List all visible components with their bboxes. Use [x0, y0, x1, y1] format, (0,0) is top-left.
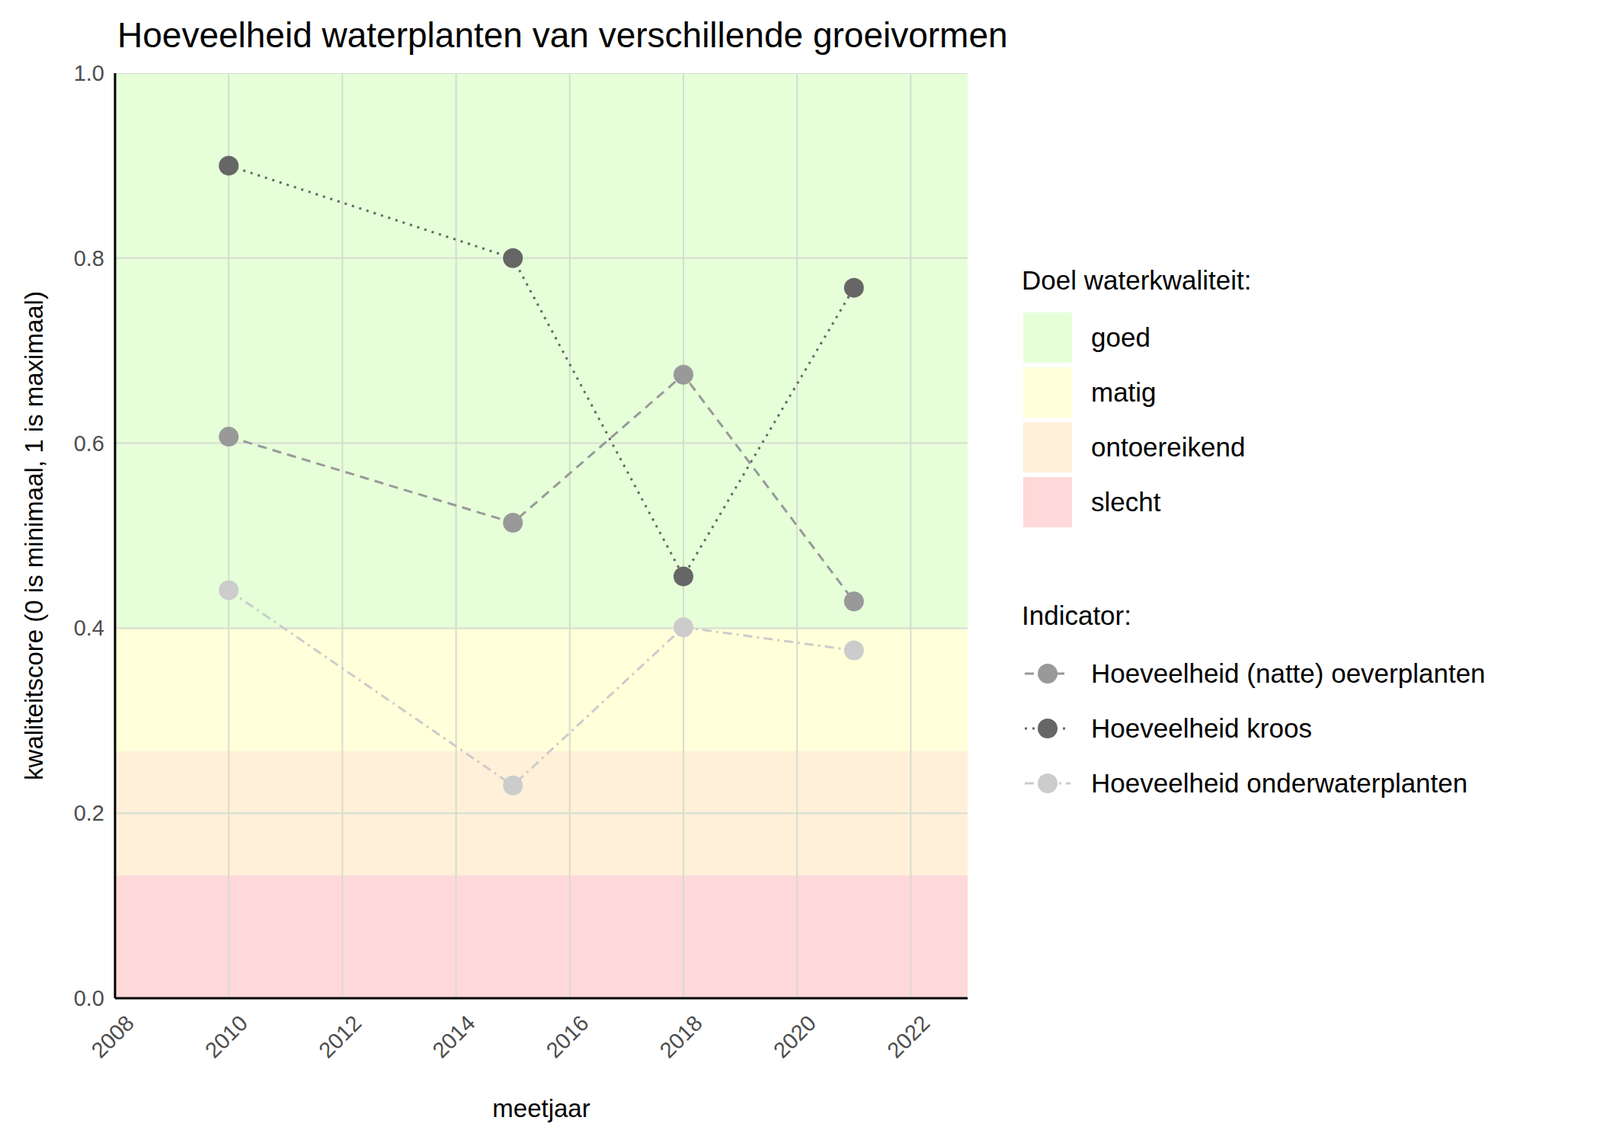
point — [673, 566, 694, 586]
point — [673, 364, 694, 385]
series-line — [228, 590, 855, 786]
y-tick-label: 0.6 — [73, 431, 105, 456]
legend-label: ontoereikend — [1091, 432, 1245, 462]
series-line — [228, 374, 855, 602]
point — [844, 591, 864, 612]
legend-label: matig — [1091, 377, 1157, 407]
grid-line — [455, 73, 458, 999]
y-axis — [114, 73, 117, 999]
grid-line — [115, 442, 968, 445]
grid-line — [569, 73, 571, 999]
point — [673, 617, 694, 637]
point — [502, 512, 523, 533]
legend-key — [1023, 422, 1072, 473]
legend-label: Hoeveelheid onderwaterplanten — [1091, 768, 1468, 798]
legend-label: goed — [1091, 322, 1151, 352]
legend-title: Doel waterkwaliteit: — [1021, 265, 1252, 295]
grid-line — [115, 73, 116, 999]
bands — [115, 73, 968, 999]
y-tick-label: 0.4 — [73, 615, 105, 640]
legend-key — [1037, 663, 1058, 684]
grid-line — [682, 73, 685, 999]
x-tick-label: 2012 — [313, 1010, 366, 1063]
x-tick-label: 2020 — [768, 1010, 821, 1063]
legend-label: slecht — [1091, 486, 1162, 517]
grid-line — [227, 73, 230, 999]
point — [844, 278, 864, 298]
point — [218, 580, 239, 601]
series — [218, 155, 864, 795]
grid-line — [115, 627, 968, 629]
legend-key — [1023, 367, 1072, 418]
band — [115, 73, 968, 628]
grid-line — [341, 73, 343, 999]
x-axis — [115, 997, 968, 1000]
x-tick-label: 2022 — [882, 1010, 935, 1063]
grid-line — [115, 997, 968, 999]
x-tick-label: 2010 — [200, 1010, 253, 1063]
legend-title: Indicator: — [1021, 600, 1132, 631]
x-tick-label: 2008 — [86, 1010, 139, 1063]
grid-line — [796, 73, 798, 999]
series-line — [228, 165, 855, 576]
x-axis-label: meetjaar — [492, 1094, 590, 1123]
legend-label: Hoeveelheid kroos — [1091, 713, 1312, 743]
grid-line — [115, 812, 968, 814]
point — [502, 775, 523, 796]
y-tick-label: 0.2 — [73, 800, 105, 826]
grid-line — [909, 73, 912, 999]
grid-line — [115, 73, 968, 74]
point — [844, 640, 864, 661]
y-tick-label: 0.8 — [73, 246, 105, 271]
band — [115, 627, 968, 751]
legend-label: Hoeveelheid (natte) oeverplanten — [1091, 658, 1486, 688]
legend-key — [1037, 773, 1058, 794]
grid-line — [115, 257, 968, 260]
grid — [115, 73, 968, 999]
band — [115, 875, 968, 999]
point — [218, 426, 239, 447]
band — [115, 751, 968, 876]
x-tick-label: 2018 — [655, 1010, 708, 1063]
legend-key — [1037, 718, 1058, 739]
legend-key — [1023, 476, 1072, 528]
y-tick-label: 1.0 — [73, 60, 105, 86]
chart: 0.0 0.2 0.4 0.6 0.8 1.0 2008 2010 2012 2014 2016 20… — [0, 0, 1600, 1143]
point — [502, 248, 523, 269]
point — [218, 155, 239, 176]
y-axis-label: kwaliteitscore (0 is minimaal, 1 is maxi… — [19, 291, 48, 781]
y-tick-label: 0.0 — [73, 985, 105, 1011]
title: Hoeveelheid waterplanten van verschillen… — [117, 15, 1008, 55]
x-tick-label: 2014 — [427, 1010, 480, 1063]
x-tick-label: 2016 — [541, 1010, 594, 1063]
legend-key — [1023, 312, 1072, 363]
